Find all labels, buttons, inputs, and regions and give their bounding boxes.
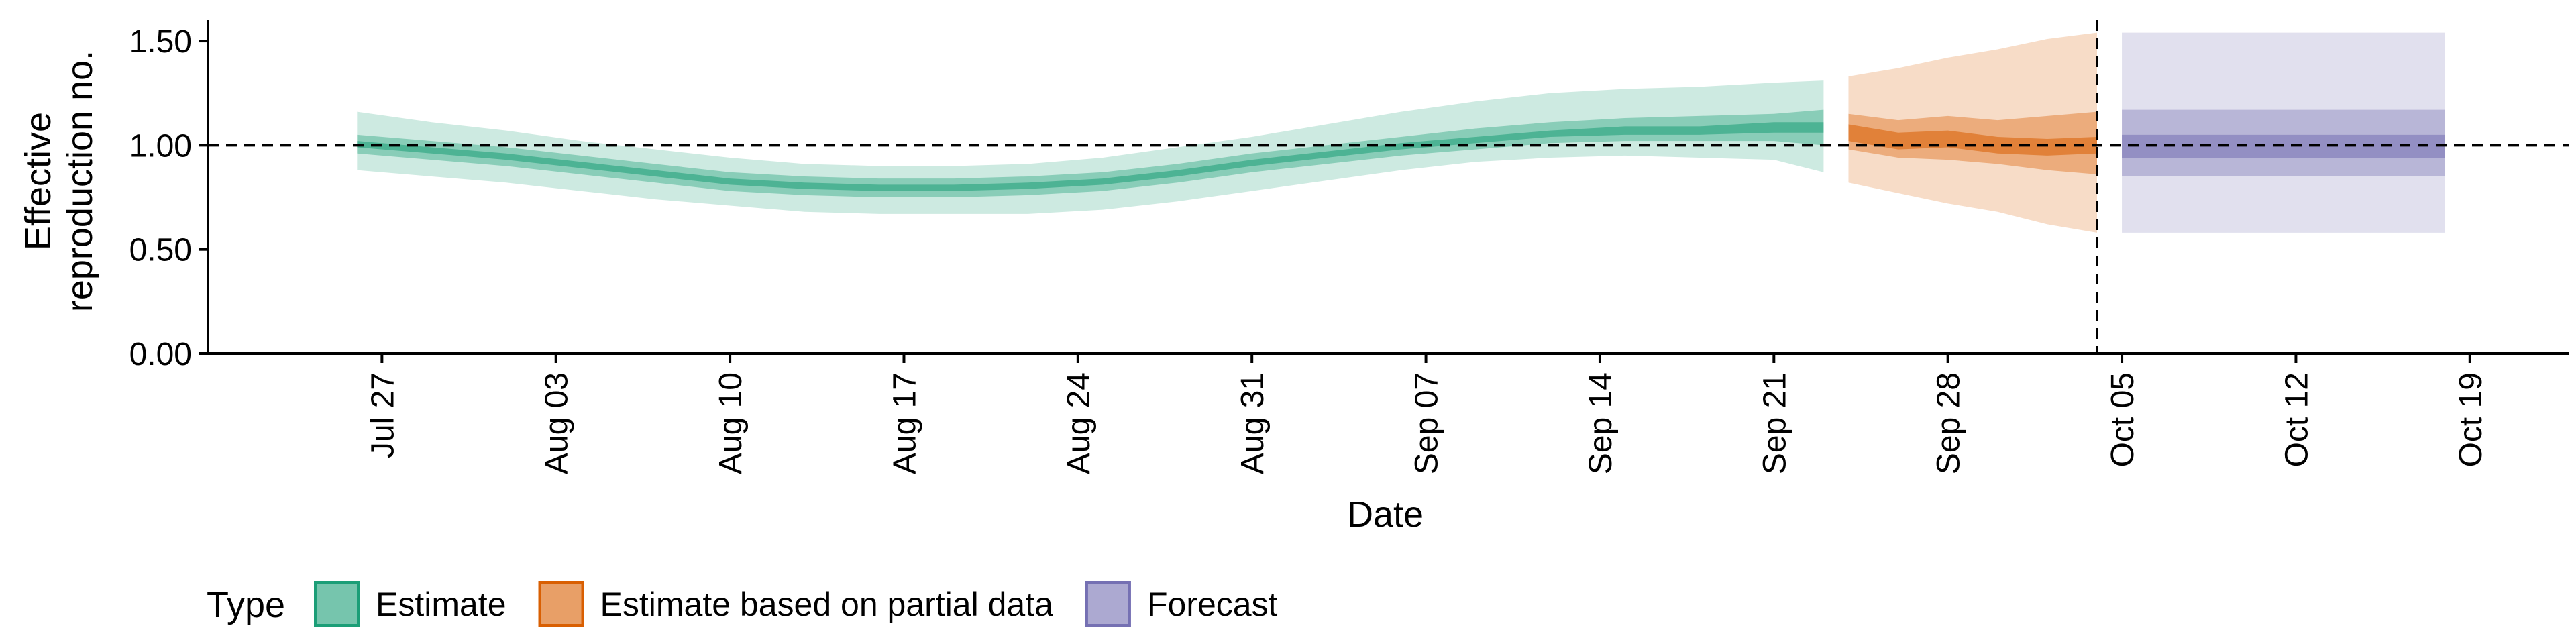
- reference-lines: [208, 20, 2569, 354]
- x-tick-label: Aug 03: [539, 372, 575, 474]
- estimate-band-90: [357, 80, 1824, 214]
- x-tick-label: Aug 31: [1235, 372, 1271, 474]
- x-tick-label: Sep 14: [1583, 372, 1619, 474]
- y-tick-label: 0.00: [129, 337, 192, 372]
- legend-label-estimate-based-on-partial-data: Estimate based on partial data: [600, 586, 1054, 623]
- legend-key-forecast: [1085, 581, 1131, 627]
- axes: [199, 20, 2569, 363]
- estimate-based-on-partial-data-band-90: [1848, 32, 2097, 233]
- legend: Type Estimate Estimate based on partial d…: [207, 581, 1278, 627]
- x-tick-label: Oct 12: [2279, 372, 2314, 467]
- x-tick-label: Sep 07: [1409, 372, 1445, 474]
- forecast-band-90: [2122, 32, 2445, 233]
- y-axis-title: Effective reproduction no.: [18, 50, 100, 312]
- x-axis-title: Date: [1347, 494, 1424, 535]
- y-axis-title-line-1: Effective: [18, 112, 58, 250]
- estimate-based-on-partial-data-band-20: [1848, 124, 2097, 156]
- x-tick-label: Jul 27: [365, 372, 400, 458]
- x-tick-label: Oct 19: [2453, 372, 2489, 467]
- credible-interval-bands: [357, 32, 2445, 233]
- y-tick-label: 1.50: [129, 24, 192, 60]
- x-tick-label: Aug 24: [1061, 372, 1097, 474]
- y-axis-title-line-2: reproduction no.: [60, 50, 100, 312]
- estimate-band-50: [357, 109, 1824, 198]
- x-tick-label: Oct 05: [2105, 372, 2141, 467]
- legend-key-estimate: [314, 581, 360, 627]
- legend-title: Type: [207, 585, 285, 625]
- tick-labels: 0.00 0.50 1.00 1.50 Jul 27 Aug 03 Aug 10 Aug 17…: [129, 24, 2489, 474]
- legend-key-estimate-based-on-partial-data: [538, 581, 584, 627]
- legend-label-forecast: Forecast: [1147, 586, 1278, 623]
- y-tick-label: 0.50: [129, 233, 192, 268]
- axis-titles: Date Effective reproduction no.: [18, 50, 1424, 535]
- estimate-band-20: [357, 122, 1824, 191]
- x-tick-label: Aug 10: [713, 372, 749, 474]
- y-tick-label: 1.00: [129, 128, 192, 164]
- legend-label-estimate: Estimate: [376, 586, 506, 623]
- x-tick-label: Sep 21: [1757, 372, 1792, 474]
- x-tick-label: Sep 28: [1931, 372, 1967, 474]
- x-tick-label: Aug 17: [887, 372, 922, 474]
